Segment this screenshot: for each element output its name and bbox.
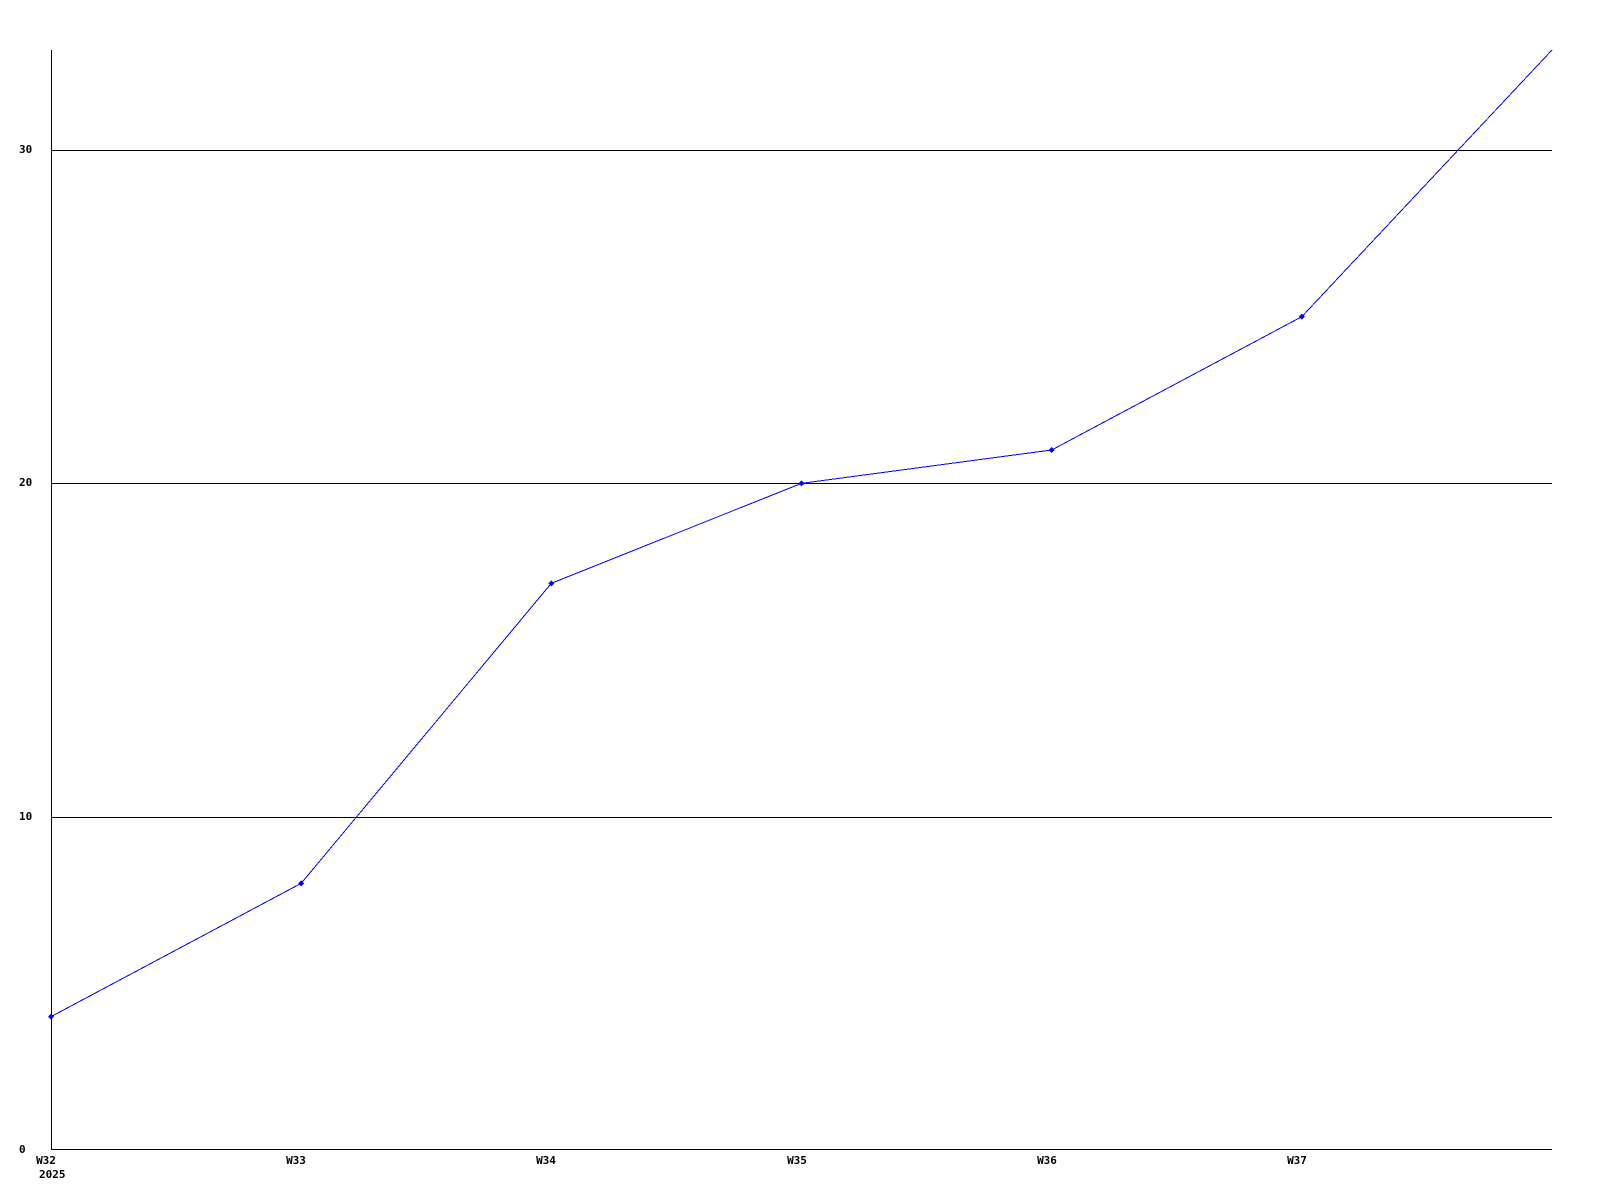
y-axis-tick-label: 20 [19,476,33,489]
data-point-marker [798,480,805,487]
y-axis-tick-label: 0 [19,1143,26,1156]
data-point-marker [548,580,555,587]
x-axis-tick-label: W35 [787,1154,807,1167]
x-axis-tick-label: W34 [536,1154,556,1167]
data-point-marker [298,880,305,887]
data-point-marker [48,1013,54,1020]
x-axis-tick-label: W36 [1037,1154,1057,1167]
y-axis-tick-label: 30 [19,143,33,156]
data-point-marker [1298,313,1305,320]
x-axis-year-label: 2025 [39,1168,66,1181]
series-line-weekly-value [50,49,1553,1018]
data-point-marker [1048,447,1055,453]
x-axis-tick-label: W32 [36,1154,56,1167]
y-axis-tick-label: 10 [19,810,33,823]
x-axis-tick-label: W33 [286,1154,306,1167]
x-axis-tick-label: W37 [1287,1154,1307,1167]
